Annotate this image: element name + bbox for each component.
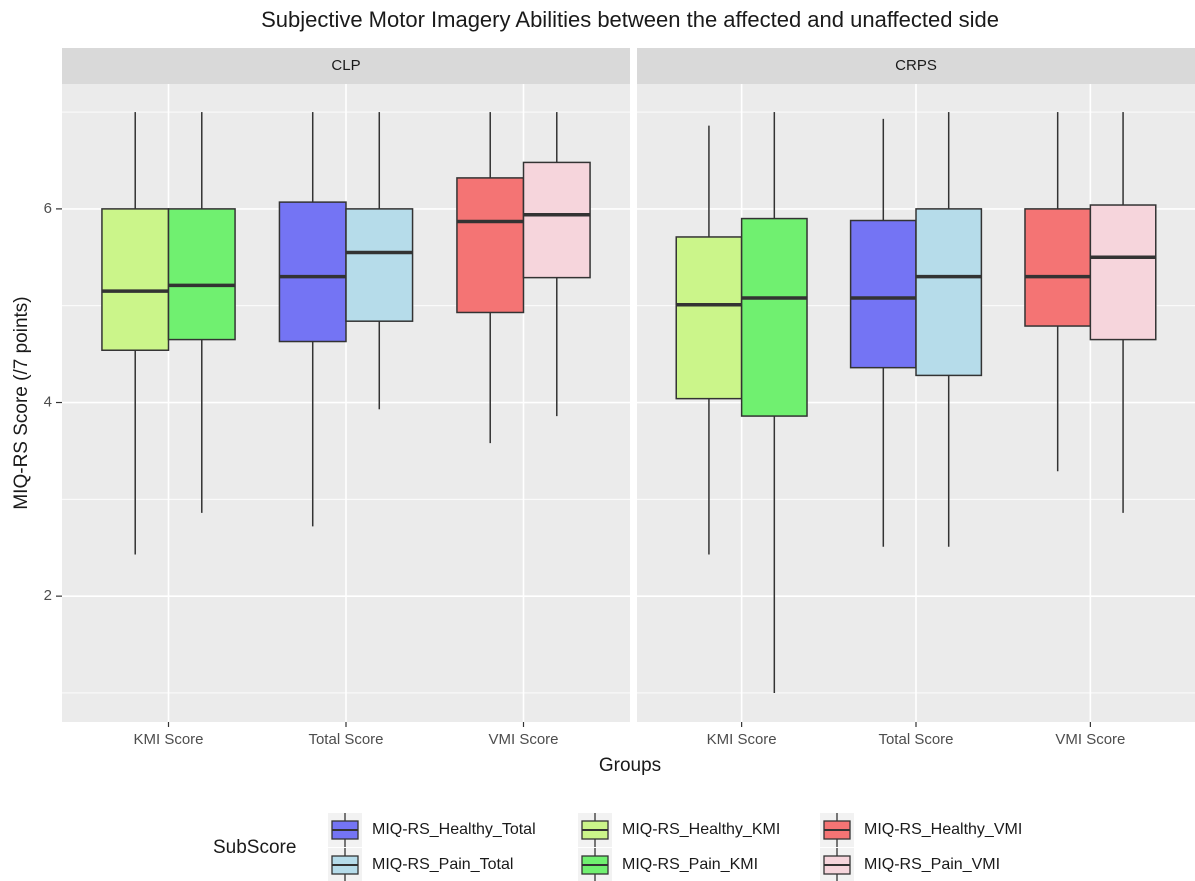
legend-label: MIQ-RS_Pain_Total bbox=[372, 856, 513, 873]
y-tick-label: 2 bbox=[44, 587, 52, 604]
x-tick-label: KMI Score bbox=[133, 731, 203, 748]
strip bbox=[637, 48, 1195, 84]
box bbox=[915, 208, 983, 377]
legend-label: MIQ-RS_Pain_KMI bbox=[622, 856, 758, 873]
x-tick-label: Total Score bbox=[878, 731, 953, 748]
box bbox=[167, 208, 236, 341]
box bbox=[675, 236, 743, 400]
x-axis-title: Groups bbox=[599, 755, 661, 776]
box bbox=[101, 208, 170, 351]
strip bbox=[62, 48, 630, 84]
legend-label: MIQ-RS_Healthy_KMI bbox=[622, 821, 780, 838]
x-tick-label: Total Score bbox=[308, 731, 383, 748]
y-axis-title: MIQ-RS Score (/7 points) bbox=[11, 296, 32, 509]
box bbox=[456, 177, 525, 314]
box bbox=[740, 217, 808, 417]
box bbox=[278, 201, 347, 343]
x-tick-label: VMI Score bbox=[1055, 731, 1125, 748]
strip-label: CRPS bbox=[895, 57, 937, 74]
box bbox=[849, 219, 917, 369]
box bbox=[1089, 204, 1157, 341]
box bbox=[345, 208, 414, 322]
legend-title: SubScore bbox=[213, 837, 296, 858]
legend-label: MIQ-RS_Healthy_VMI bbox=[864, 821, 1022, 838]
legend-label: MIQ-RS_Healthy_Total bbox=[372, 821, 536, 838]
y-tick-label: 6 bbox=[44, 200, 52, 217]
y-tick-label: 4 bbox=[44, 393, 52, 410]
x-tick-label: VMI Score bbox=[488, 731, 558, 748]
x-tick-label: KMI Score bbox=[707, 731, 777, 748]
box bbox=[522, 161, 591, 279]
strip-label: CLP bbox=[331, 57, 360, 74]
legend-label: MIQ-RS_Pain_VMI bbox=[864, 856, 1000, 873]
chart-title: Subjective Motor Imagery Abilities betwe… bbox=[261, 7, 999, 32]
box bbox=[1024, 208, 1092, 327]
